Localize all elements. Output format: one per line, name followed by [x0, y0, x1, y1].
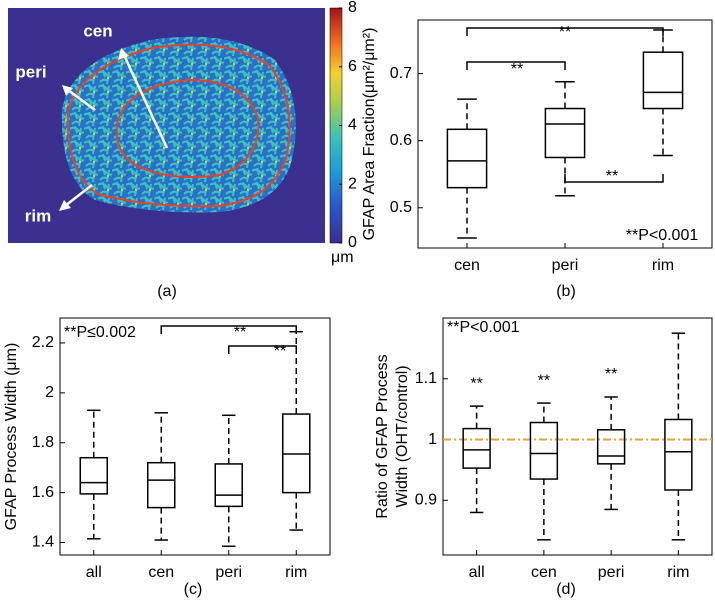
box: [446, 128, 488, 189]
x-tick-label: peri: [552, 257, 579, 274]
significance-bracket: [160, 325, 297, 334]
x-tick-label: all: [469, 564, 485, 581]
region-label: peri: [15, 62, 46, 81]
significance-bracket: [466, 27, 664, 36]
y-tick-label: 1: [428, 431, 437, 448]
box: [79, 456, 108, 495]
colorbar-label: μm: [331, 249, 354, 266]
y-tick-label: 0.5: [390, 199, 412, 216]
annotation: **P≤0.002: [64, 324, 136, 341]
colorbar-tick-label: 4: [348, 117, 357, 134]
region-label: cen: [83, 21, 112, 40]
x-tick-label: peri: [215, 564, 242, 581]
y-tick-label: 2.2: [32, 334, 54, 351]
box: [214, 463, 243, 508]
annotation: **: [511, 61, 523, 78]
annotation: **: [538, 372, 550, 389]
axes-frame: [442, 317, 713, 556]
y-tick-label: 1.8: [32, 434, 54, 451]
y-tick-label: 0.6: [390, 132, 412, 149]
x-tick-label: rim: [667, 564, 689, 581]
annotation: **P<0.001: [626, 227, 699, 244]
caption: (a): [157, 283, 177, 300]
y-axis-label: GFAP Process Width (μm): [3, 343, 20, 531]
colorbar-tick-label: 6: [348, 58, 357, 75]
x-tick-label: all: [86, 564, 102, 581]
heatmap-image: [8, 8, 325, 243]
annotation: **: [234, 324, 246, 341]
box: [147, 461, 176, 509]
colorbar-tick-label: 0: [348, 234, 357, 251]
box: [529, 421, 559, 480]
caption: (c): [184, 581, 203, 598]
y-tick-label: 0.7: [390, 65, 412, 82]
x-tick-label: rim: [652, 257, 674, 274]
axes-frame: [417, 19, 713, 249]
box: [664, 418, 693, 491]
caption: (b): [556, 283, 576, 300]
annotation: **: [606, 168, 618, 185]
x-tick-label: cen: [531, 564, 557, 581]
x-tick-label: peri: [598, 564, 625, 581]
annotation: **P<0.001: [447, 319, 520, 336]
significance-bracket: [228, 345, 297, 354]
significance-bracket: [466, 61, 566, 70]
y-tick-label: 2: [45, 384, 54, 401]
box: [544, 107, 586, 159]
y-tick-label: 0.9: [415, 492, 437, 509]
y-tick-label: 1.1: [415, 370, 437, 387]
axes-frame: [59, 317, 331, 556]
annotation: **: [274, 343, 286, 360]
x-tick-label: cen: [148, 564, 174, 581]
box: [642, 51, 684, 110]
annotation: **: [605, 366, 617, 383]
significance-bracket: [564, 174, 664, 183]
y-axis-label: GFAP Area Fraction(μm²/μm²): [361, 28, 378, 241]
y-axis-label: Width (OHT/control): [394, 365, 411, 507]
y-tick-label: 1.4: [32, 534, 54, 551]
caption: (d): [556, 581, 576, 598]
box: [462, 427, 491, 469]
region-label: rim: [25, 206, 51, 225]
annotation: **: [559, 24, 571, 41]
y-tick-label: 1.6: [32, 484, 54, 501]
y-axis-label: Ratio of GFAP Process: [374, 354, 391, 518]
box: [596, 429, 626, 465]
x-tick-label: rim: [285, 564, 307, 581]
colorbar-tick-label: 8: [348, 0, 357, 16]
x-tick-label: cen: [454, 257, 480, 274]
colorbar-tick-label: 2: [348, 175, 357, 192]
annotation: **: [470, 375, 482, 392]
